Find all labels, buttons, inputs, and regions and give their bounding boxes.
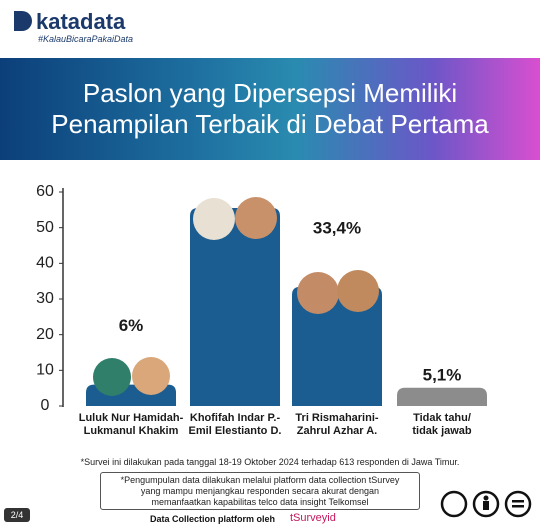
bar xyxy=(397,387,487,406)
y-tick-label: 60 xyxy=(36,183,54,200)
tagline: #KalauBicaraPakaiData xyxy=(38,34,134,44)
photo xyxy=(337,270,379,312)
page-number: 2/4 xyxy=(4,508,30,522)
credit: Data Collection platform oleh xyxy=(150,514,276,524)
y-tick-label: 50 xyxy=(36,219,54,236)
photo xyxy=(235,197,277,239)
logo-icon xyxy=(14,11,32,31)
y-tick-label: 30 xyxy=(36,290,54,307)
cc-icons xyxy=(440,490,532,518)
title-banner: Paslon yang Dipersepsi Memiliki Penampil… xyxy=(0,58,540,160)
value-label: 33,4% xyxy=(313,218,361,237)
brand: katadata xyxy=(36,9,126,34)
photo xyxy=(193,198,235,240)
license-icons xyxy=(440,490,532,518)
chart-title: Paslon yang Dipersepsi Memiliki Penampil… xyxy=(51,78,489,139)
bar xyxy=(292,286,382,406)
platform: tSurveyid xyxy=(290,512,336,524)
bar xyxy=(190,208,280,406)
photo xyxy=(297,272,339,314)
x-tick-label: Luluk Nur Hamidah- Lukmanul Khakim xyxy=(78,412,184,437)
photo xyxy=(93,358,131,396)
y-tick-label: 10 xyxy=(36,362,54,379)
y-tick-label: 40 xyxy=(36,255,54,272)
y-tick-label: 0 xyxy=(41,397,50,414)
photo xyxy=(132,357,170,395)
photos xyxy=(93,197,379,396)
value-label: 6% xyxy=(119,316,144,335)
x-tick-label: Khofifah Indar P.- Emil Elestianto D. xyxy=(188,412,282,437)
x-tick-label: Tri Rismaharini- Zahrul Azhar A. xyxy=(295,412,379,437)
x-tick-label: Tidak tahu/ tidak jawab xyxy=(412,412,472,437)
disclaimer: *Pengumpulan data dilakukan melalui plat… xyxy=(100,472,420,510)
y-tick-label: 20 xyxy=(36,326,54,343)
value-label: 5,1% xyxy=(423,365,462,384)
header: katadata #KalauBicaraPakaiData xyxy=(0,0,540,58)
footnote: *Survei ini dilakukan pada tanggal 18-19… xyxy=(80,457,460,467)
